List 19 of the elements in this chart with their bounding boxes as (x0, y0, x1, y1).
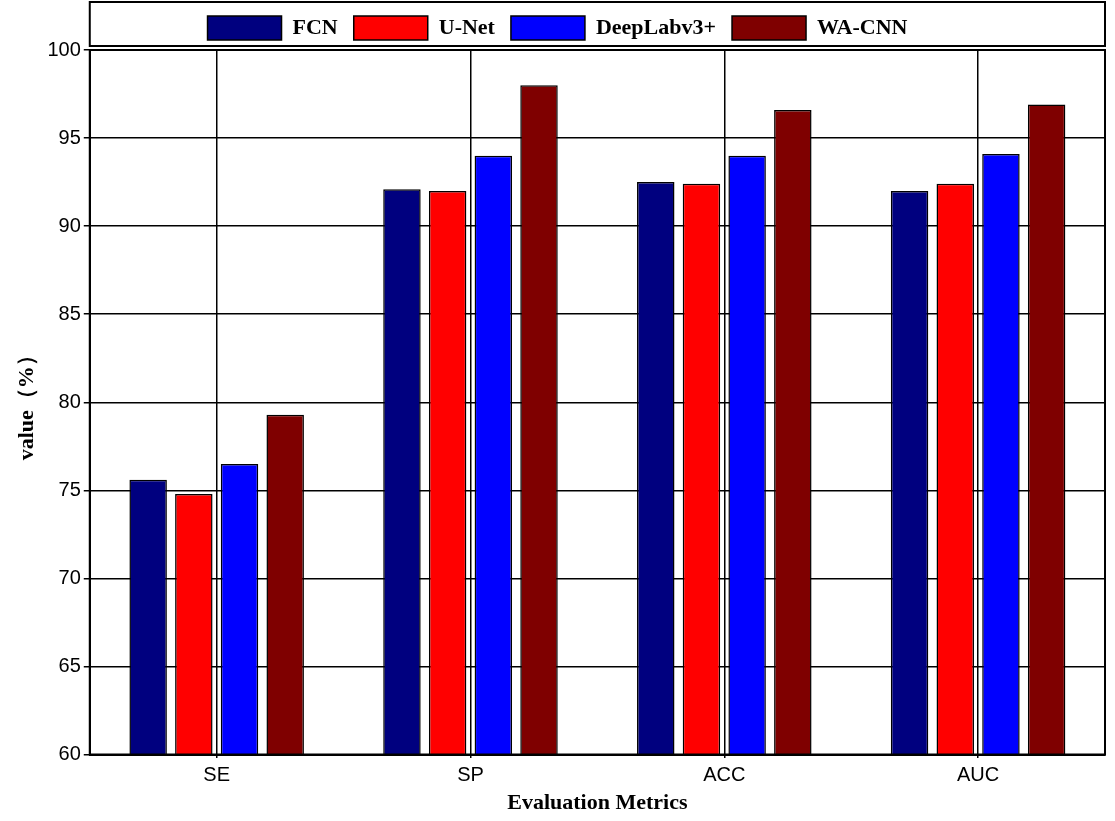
y-tick-label: 75 (58, 477, 81, 500)
legend-label: DeepLabv3+ (595, 13, 717, 39)
y-tick-label: 90 (58, 213, 81, 236)
y-tick-label: 95 (58, 125, 81, 148)
x-tick-label: ACC (703, 763, 746, 786)
x-tick-label: SE (203, 763, 231, 786)
legend-label: WA-CNN (817, 13, 908, 39)
y-tick-label: 70 (58, 565, 81, 588)
y-tick-label: 100 (47, 37, 81, 60)
legend-label: FCN (292, 13, 338, 39)
y-axis-title: value（%） (12, 344, 38, 461)
y-tick-label: 65 (58, 654, 81, 677)
y-tick-label: 60 (58, 742, 81, 765)
x-tick-label: AUC (956, 763, 1000, 786)
x-axis-title: Evaluation Metrics (507, 789, 688, 815)
x-tick-label: SP (457, 763, 484, 786)
y-tick-label: 80 (58, 389, 81, 412)
legend-label: U-Net (438, 13, 496, 39)
y-tick-label: 85 (58, 301, 81, 324)
